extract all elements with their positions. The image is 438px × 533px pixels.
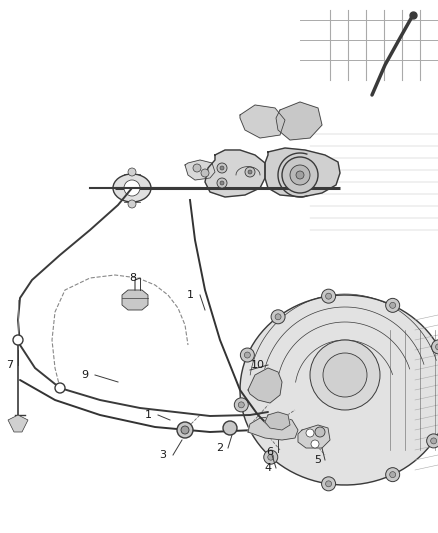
Polygon shape <box>240 295 438 485</box>
Circle shape <box>244 352 251 358</box>
Circle shape <box>296 171 304 179</box>
Circle shape <box>128 168 136 176</box>
Text: 4: 4 <box>265 463 272 473</box>
Circle shape <box>386 467 399 482</box>
Circle shape <box>310 340 380 410</box>
Circle shape <box>321 289 336 303</box>
Ellipse shape <box>113 174 151 202</box>
Circle shape <box>435 344 438 350</box>
Polygon shape <box>265 412 290 430</box>
Circle shape <box>55 383 65 393</box>
Text: 7: 7 <box>7 360 14 370</box>
Circle shape <box>431 438 437 444</box>
Circle shape <box>217 163 227 173</box>
Circle shape <box>311 440 319 448</box>
Circle shape <box>390 472 396 478</box>
Circle shape <box>220 181 224 185</box>
Circle shape <box>234 398 248 412</box>
Circle shape <box>306 429 314 437</box>
Circle shape <box>325 293 332 299</box>
Polygon shape <box>8 415 28 432</box>
Text: 8: 8 <box>130 273 137 283</box>
Circle shape <box>13 335 23 345</box>
Circle shape <box>248 170 252 174</box>
Circle shape <box>315 427 325 437</box>
Polygon shape <box>240 105 285 138</box>
Polygon shape <box>205 150 265 197</box>
Circle shape <box>240 348 254 362</box>
Circle shape <box>217 178 227 188</box>
Text: 9: 9 <box>81 370 88 380</box>
Circle shape <box>427 434 438 448</box>
Circle shape <box>290 165 310 185</box>
Circle shape <box>386 298 399 312</box>
Circle shape <box>201 169 209 177</box>
Text: 10: 10 <box>251 360 265 370</box>
Circle shape <box>124 180 140 196</box>
Polygon shape <box>265 148 340 197</box>
Polygon shape <box>248 368 282 403</box>
Circle shape <box>325 481 332 487</box>
Text: 3: 3 <box>159 450 166 460</box>
Circle shape <box>264 450 278 464</box>
Polygon shape <box>248 416 298 440</box>
Circle shape <box>323 353 367 397</box>
Polygon shape <box>298 425 330 448</box>
Circle shape <box>282 157 318 193</box>
Polygon shape <box>276 102 322 140</box>
Polygon shape <box>185 160 215 180</box>
Circle shape <box>223 421 237 435</box>
Text: 2: 2 <box>216 443 223 453</box>
Circle shape <box>177 422 193 438</box>
Text: 6: 6 <box>266 447 273 457</box>
Circle shape <box>181 426 189 434</box>
Circle shape <box>245 167 255 177</box>
Circle shape <box>275 314 281 320</box>
Text: 1: 1 <box>187 290 194 300</box>
Circle shape <box>271 310 285 324</box>
Circle shape <box>220 166 224 170</box>
Circle shape <box>431 340 438 354</box>
Circle shape <box>268 454 274 460</box>
Polygon shape <box>122 290 148 310</box>
Circle shape <box>193 164 201 172</box>
Text: 1: 1 <box>145 410 152 420</box>
Circle shape <box>128 200 136 208</box>
Circle shape <box>390 302 396 309</box>
Circle shape <box>321 477 336 491</box>
Text: 5: 5 <box>314 455 321 465</box>
Circle shape <box>238 402 244 408</box>
